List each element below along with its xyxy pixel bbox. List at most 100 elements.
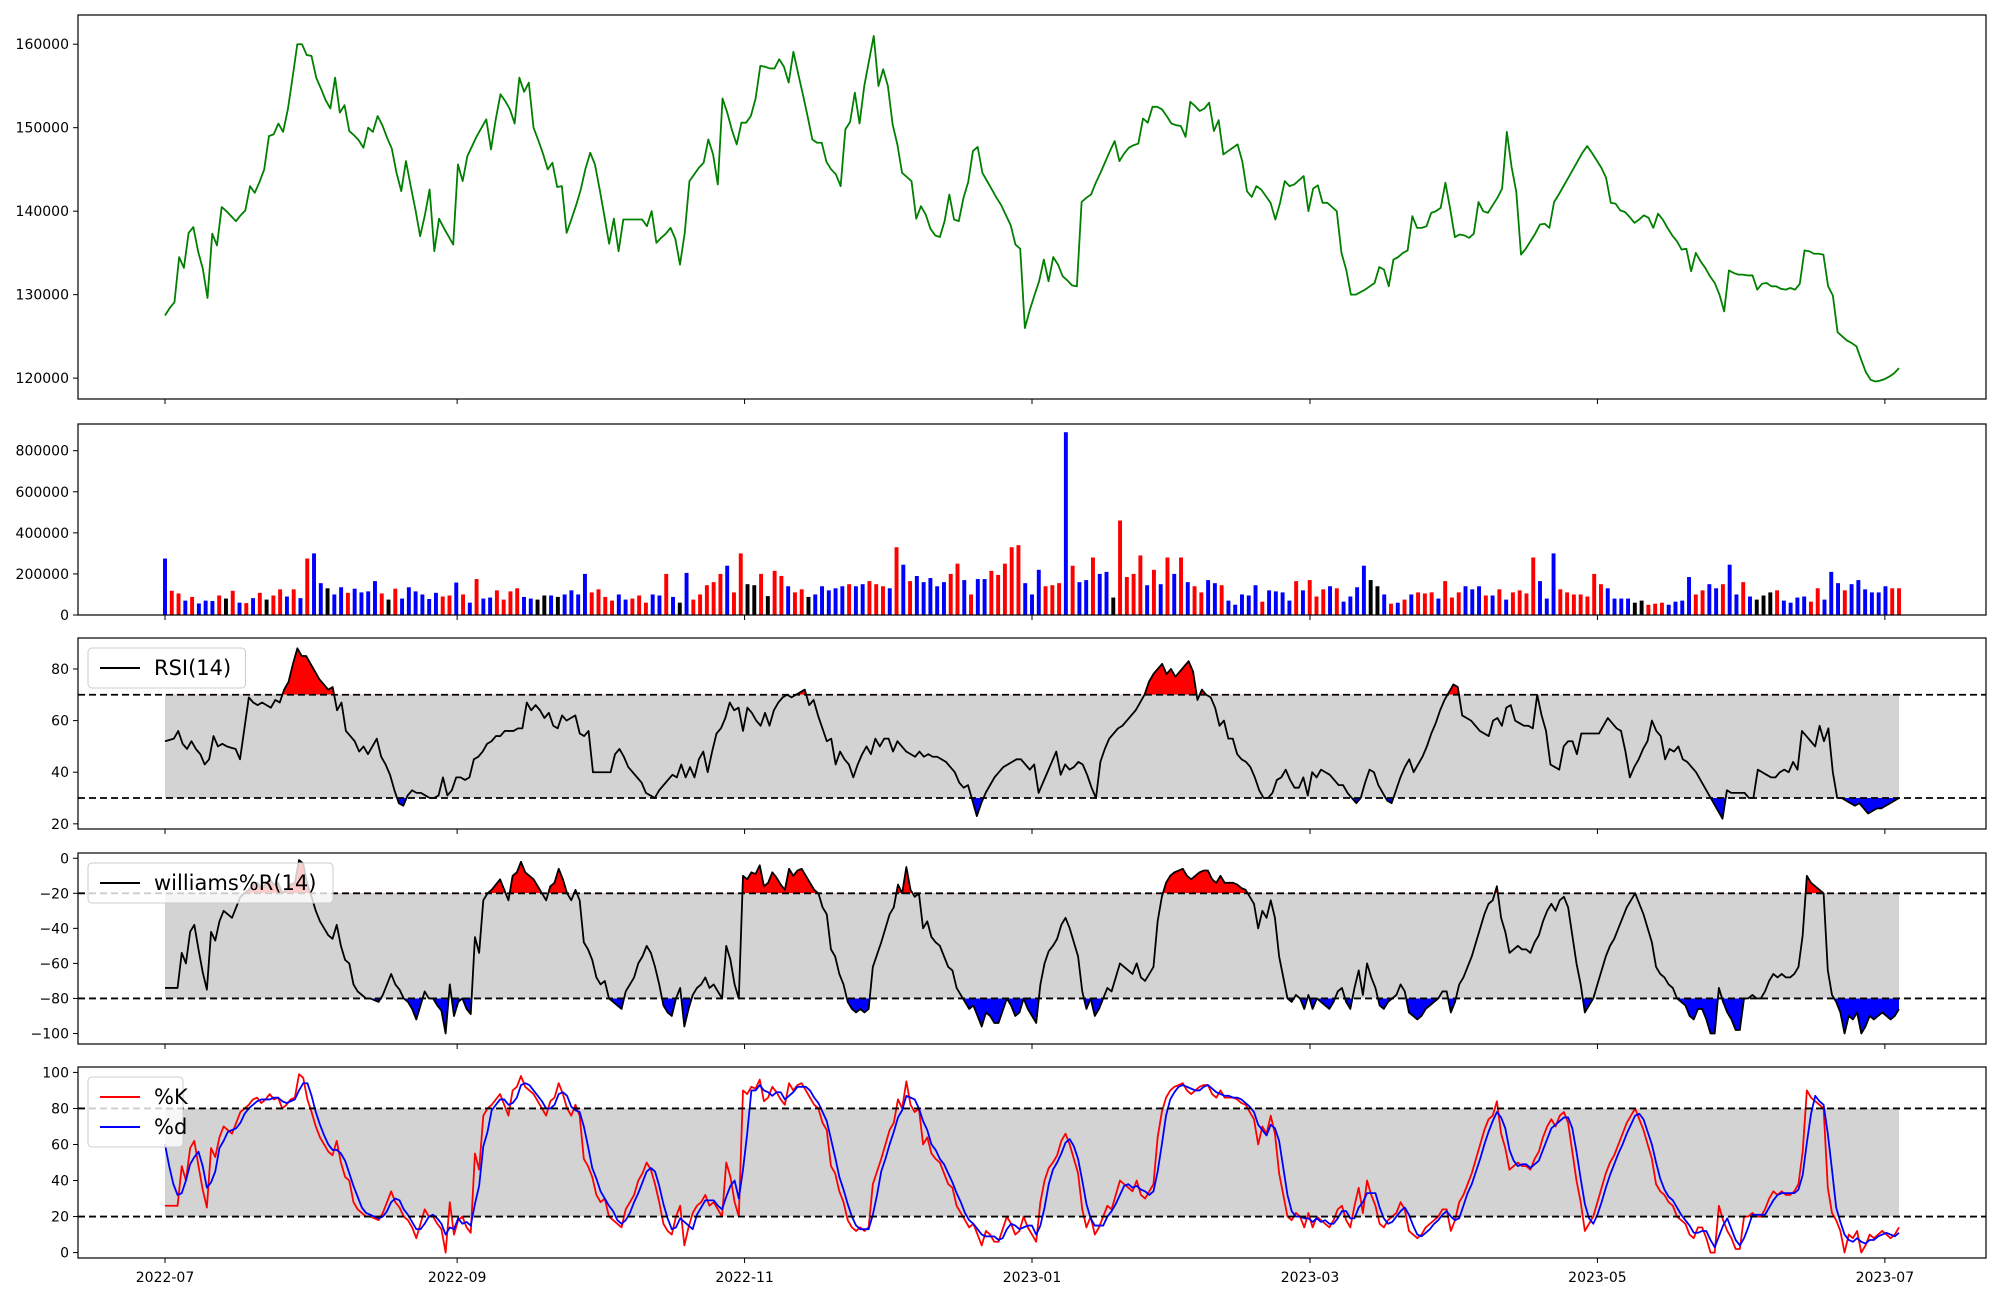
volume-bar	[406, 587, 411, 615]
volume-bar	[251, 598, 256, 615]
y-tick-label: 800000	[16, 444, 69, 460]
y-tick-label: 150000	[16, 121, 69, 137]
volume-bar	[1368, 580, 1373, 615]
series-line-williams-r-14-	[165, 859, 1900, 1035]
volume-bar	[772, 570, 777, 615]
volume-bar	[332, 594, 337, 615]
volume-bar	[1666, 604, 1671, 615]
volume-bar	[244, 603, 249, 615]
volume-bar	[508, 591, 513, 615]
y-tick-label: 80	[51, 662, 69, 678]
volume-bar	[312, 553, 316, 615]
volume-bar	[1429, 592, 1434, 615]
axes-frame	[77, 14, 1987, 400]
volume-bar	[962, 580, 967, 615]
panel-4: −100 −80 −60 −40 −20 0 williams%R(14)	[31, 851, 1987, 1049]
plot-area	[78, 1073, 1986, 1254]
volume-bar	[1524, 593, 1529, 615]
axes-frame	[77, 423, 1987, 616]
legend: williams%R(14)	[87, 862, 334, 904]
volume-bar	[1172, 573, 1177, 615]
volume-bar	[1869, 592, 1874, 615]
y-tick-label: −20	[39, 886, 69, 902]
volume-bar	[366, 591, 371, 615]
volume-bar	[1422, 593, 1427, 615]
volume-bar	[1659, 602, 1664, 615]
y-tick-label: 40	[51, 765, 69, 781]
volume-bar	[1328, 586, 1332, 615]
volume-bar	[1504, 599, 1509, 615]
volume-bar	[1890, 588, 1895, 615]
volume-bar	[1571, 594, 1576, 615]
volume-bar	[1043, 586, 1048, 615]
volume-bar	[711, 582, 716, 615]
volume-bar	[230, 590, 235, 615]
x-tick-label: 2023-03	[1281, 1270, 1340, 1286]
volume-bar	[935, 586, 940, 615]
y-tick-label: 80	[51, 1101, 69, 1117]
legend-label: williams%R(14)	[154, 871, 316, 895]
volume-bar	[1822, 599, 1827, 615]
volume-bar	[515, 588, 520, 615]
y-tick-label: 160000	[16, 37, 69, 53]
volume-bar	[1795, 597, 1800, 615]
y-tick-label: −40	[39, 921, 69, 937]
volume-bar	[1104, 571, 1109, 615]
volume-bar	[813, 594, 818, 615]
y-tick-label: 100	[42, 1065, 69, 1081]
volume-bar	[1829, 571, 1834, 615]
volume-bar	[982, 579, 987, 615]
volume-bar	[427, 598, 432, 615]
y-tick-label: −80	[39, 991, 69, 1007]
volume-bar	[1497, 589, 1502, 615]
volume-bar	[1483, 595, 1488, 615]
volume-bar	[1070, 565, 1075, 615]
volume-bar	[792, 592, 797, 615]
y-tick-label: 200000	[16, 567, 69, 583]
volume-bar	[169, 590, 174, 615]
volume-bar	[420, 594, 425, 615]
volume-bar	[373, 581, 377, 615]
volume-bar	[264, 599, 269, 615]
volume-bar	[894, 547, 899, 615]
series-line--d	[164, 1082, 1900, 1249]
volume-bar	[1863, 589, 1868, 615]
volume-bar	[474, 579, 479, 615]
volume-bar	[989, 570, 994, 615]
volume-bar	[1091, 557, 1095, 615]
volume-bar	[1775, 590, 1780, 615]
volume-bar	[725, 565, 730, 615]
volume-bar	[1002, 563, 1007, 615]
volume-bar	[345, 592, 350, 615]
threshold-band	[165, 1108, 1899, 1217]
volume-bar	[1138, 555, 1143, 615]
volume-bar	[1632, 602, 1637, 615]
volume-bar	[1592, 573, 1597, 615]
volume-bar	[867, 581, 872, 615]
volume-bar	[1084, 580, 1089, 615]
volume-bar	[1280, 592, 1285, 615]
volume-bar	[1700, 590, 1705, 615]
y-tick-label: 20	[51, 817, 69, 833]
volume-bar	[1578, 594, 1583, 615]
series-line-rsi-14-	[164, 647, 1900, 820]
volume-bar	[1714, 588, 1719, 615]
volume-bar	[759, 573, 764, 615]
threshold-band	[165, 893, 1899, 999]
volume-bar	[1348, 596, 1353, 615]
volume-bar	[1016, 545, 1021, 615]
volume-bar	[1151, 569, 1156, 615]
volume-bar	[447, 595, 452, 615]
volume-bar	[1808, 601, 1813, 615]
legend: RSI(14)	[87, 647, 246, 689]
volume-bar	[1707, 584, 1712, 615]
volume-bar	[461, 594, 465, 615]
volume-bar	[1531, 557, 1536, 615]
volume-bar	[1781, 600, 1786, 615]
volume-bar	[596, 589, 601, 615]
volume-bar	[1612, 598, 1617, 615]
y-tick-label: 20	[51, 1210, 69, 1226]
volume-bar	[1314, 596, 1319, 615]
y-tick-label: 60	[51, 1137, 69, 1153]
